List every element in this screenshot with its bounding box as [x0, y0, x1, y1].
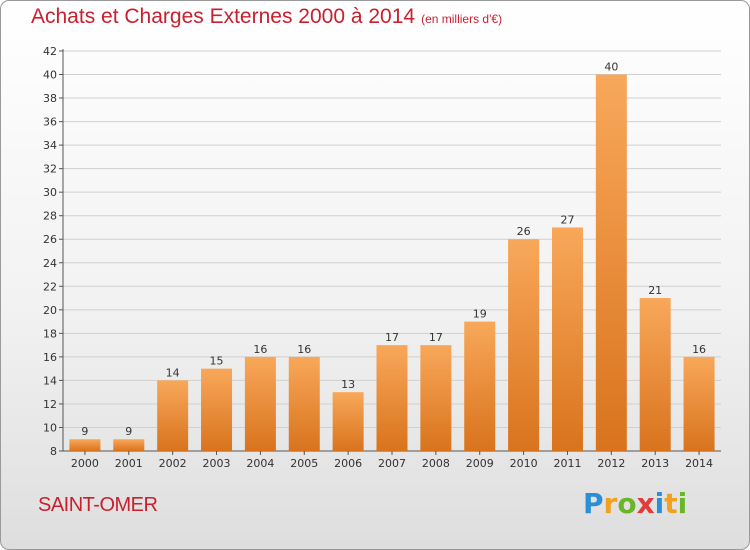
x-tick-label: 2000: [71, 457, 99, 470]
bar: [201, 368, 233, 451]
data-label: 40: [604, 61, 618, 74]
logo-letter: o: [617, 487, 637, 520]
data-label: 17: [385, 331, 399, 344]
axes: 8 10 12 14 16 18 20 22 24 26 28 30 32 34 36 38 40 42 2000 2…: [43, 45, 721, 470]
y-tick-label: 26: [43, 233, 57, 246]
bar: [244, 356, 276, 451]
data-label: 17: [429, 331, 443, 344]
data-label: 9: [125, 425, 132, 438]
bar-chart: 8 10 12 14 16 18 20 22 24 26 28 30 32 34 36 38 40 42 2000 2…: [43, 45, 721, 470]
y-tick-label: 34: [43, 139, 57, 152]
x-tick-label: 2013: [641, 457, 669, 470]
x-tick-label: 2010: [510, 457, 538, 470]
chart-title: Achats et Charges Externes 2000 à 2014 (e…: [31, 5, 502, 29]
chart-title-text: Achats et Charges Externes 2000 à 2014: [31, 5, 416, 28]
bar: [639, 298, 671, 451]
y-tick-label: 24: [43, 257, 57, 270]
x-tick-label: 2001: [115, 457, 143, 470]
y-tick-label: 8: [50, 445, 57, 458]
y-tick-label: 14: [43, 374, 57, 387]
data-label: 26: [517, 225, 531, 238]
data-label: 13: [341, 378, 355, 391]
bar: [683, 356, 715, 451]
logo-letter: t: [664, 487, 678, 520]
data-label: 15: [210, 355, 224, 368]
data-label: 9: [81, 425, 88, 438]
proxiti-logo: Proxiti: [583, 487, 687, 520]
bars: 9 9 14 15 16 16 13 17 17 19 26 27 40 21 16: [69, 61, 715, 451]
y-tick-label: 42: [43, 45, 57, 58]
y-tick-label: 22: [43, 280, 57, 293]
x-tick-label: 2007: [378, 457, 406, 470]
x-tick-label: 2011: [553, 457, 581, 470]
y-tick-label: 18: [43, 327, 57, 340]
y-tick-label: 10: [43, 421, 57, 434]
bar: [551, 227, 583, 451]
x-tick-label: 2009: [466, 457, 494, 470]
y-tick-label: 28: [43, 210, 57, 223]
bar: [595, 74, 627, 451]
x-tick-label: 2004: [246, 457, 274, 470]
x-tick-label: 2006: [334, 457, 362, 470]
logo-letter: i: [654, 487, 665, 520]
logo-letter: r: [603, 487, 618, 520]
x-tick-label: 2012: [597, 457, 625, 470]
bar: [288, 356, 320, 451]
bar: [332, 392, 364, 451]
commune-name: SAINT-OMER: [38, 494, 158, 516]
logo-letter: P: [583, 487, 604, 520]
x-tick-label: 2002: [159, 457, 187, 470]
data-label: 16: [297, 343, 311, 356]
chart-subtitle: (en milliers d'€): [421, 12, 503, 26]
y-tick-label: 12: [43, 398, 57, 411]
data-label: 19: [473, 308, 487, 321]
y-tick-label: 16: [43, 351, 57, 364]
data-label: 14: [166, 366, 180, 379]
bar: [157, 380, 189, 451]
logo-letter: x: [636, 487, 655, 520]
y-tick-label: 40: [43, 69, 57, 82]
bar: [420, 345, 452, 451]
y-tick-label: 20: [43, 304, 57, 317]
data-label: 27: [560, 213, 574, 226]
x-tick-label: 2005: [290, 457, 318, 470]
x-tick-label: 2008: [422, 457, 450, 470]
data-label: 16: [692, 343, 706, 356]
x-tick-label: 2014: [685, 457, 713, 470]
data-label: 16: [253, 343, 267, 356]
bar: [69, 439, 101, 451]
y-tick-label: 32: [43, 163, 57, 176]
data-label: 21: [648, 284, 662, 297]
bar: [508, 239, 540, 451]
bar: [376, 345, 408, 451]
y-tick-label: 38: [43, 92, 57, 105]
logo-letter: i: [677, 487, 688, 520]
bar: [113, 439, 145, 451]
bar: [464, 321, 496, 451]
y-tick-label: 30: [43, 186, 57, 199]
x-tick-label: 2003: [203, 457, 231, 470]
y-tick-label: 36: [43, 116, 57, 129]
